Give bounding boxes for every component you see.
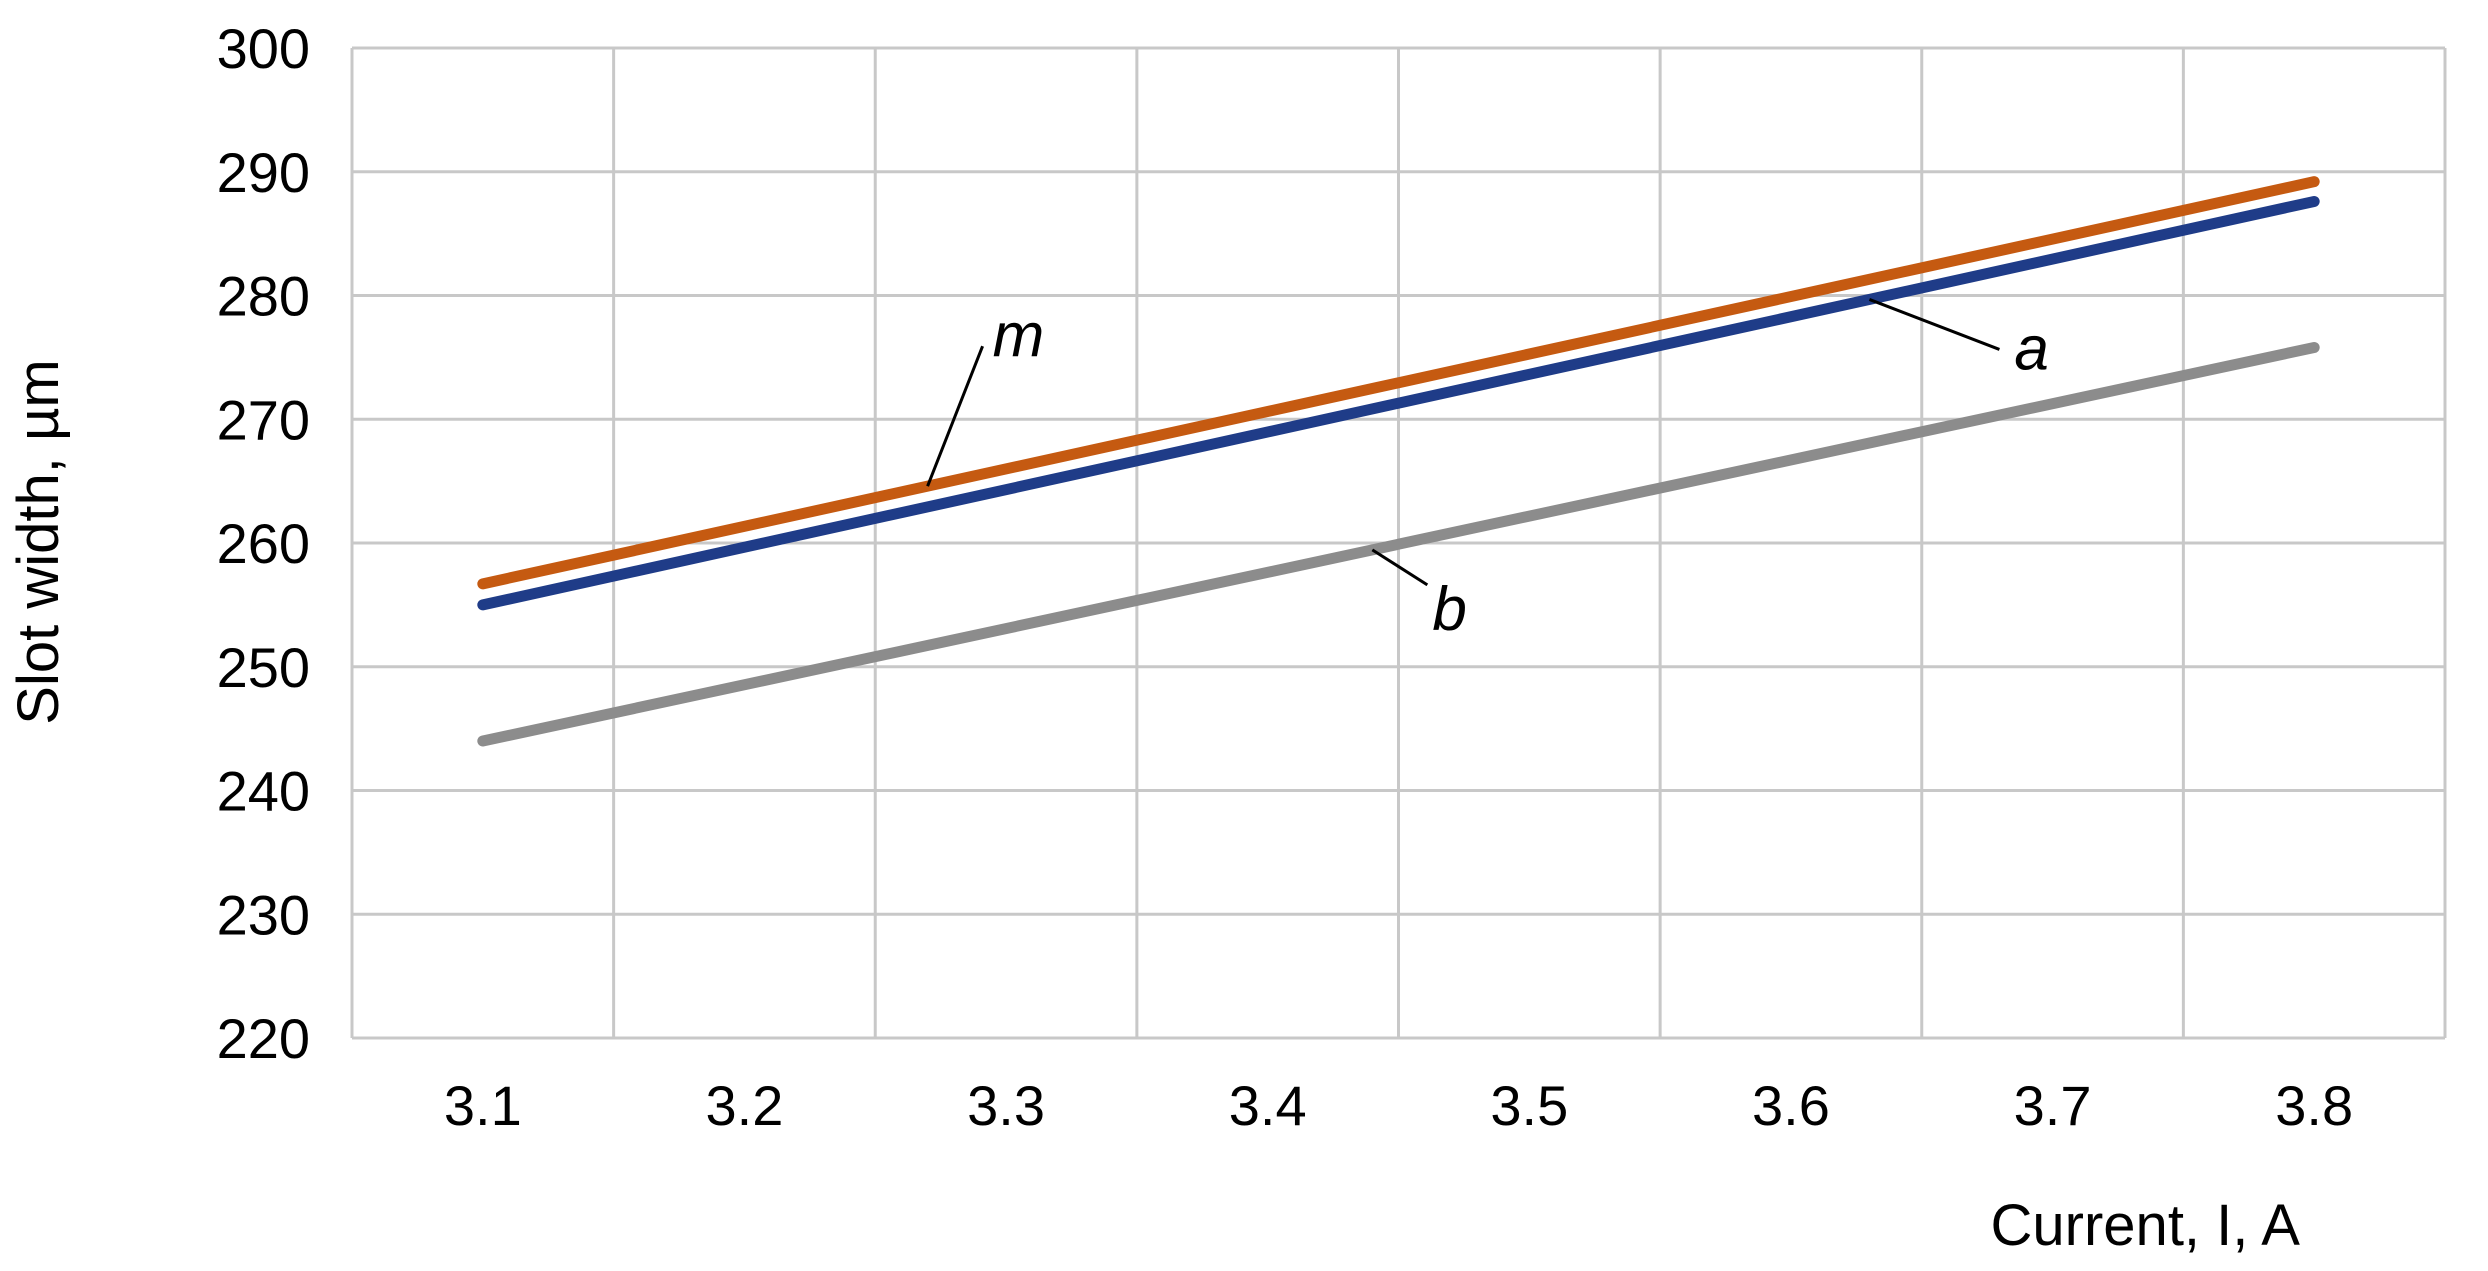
y-tick-label: 280 [217, 265, 310, 328]
x-tick-label: 3.8 [2275, 1074, 2353, 1137]
tick-labels: 220 230 240 250 260 270 280 290 300 3.1 3.2 3.3 3.4 3… [217, 17, 2354, 1137]
y-tick-label: 300 [217, 17, 310, 80]
x-tick-label: 3.2 [706, 1074, 784, 1137]
series-line-a [477, 195, 2320, 611]
x-tick-label: 3.5 [1490, 1074, 1568, 1137]
leader-line-m [926, 345, 984, 487]
leader-line-b [1371, 548, 1429, 587]
series-label-a: a [2014, 314, 2048, 383]
x-tick-label: 3.6 [1752, 1074, 1830, 1137]
x-tick-label: 3.3 [967, 1074, 1045, 1137]
y-tick-label: 290 [217, 141, 310, 204]
y-tick-label: 260 [217, 512, 310, 575]
x-tick-label: 3.7 [2014, 1074, 2092, 1137]
x-tick-label: 3.4 [1229, 1074, 1307, 1137]
y-tick-label: 270 [217, 388, 310, 451]
y-tick-label: 220 [217, 1007, 310, 1070]
series-label-m: m [993, 301, 1045, 370]
x-axis-title: Current, I, A [1991, 1193, 2301, 1258]
leader-line-a [1868, 298, 2000, 351]
series-label-b: b [1432, 575, 1466, 644]
x-tick-label: 3.1 [444, 1074, 522, 1137]
y-axis-title: Slot width, µm [6, 359, 71, 724]
y-tick-label: 240 [217, 760, 310, 823]
series-line-m [477, 176, 2320, 590]
series-line-b [477, 341, 2320, 747]
series-lines [477, 176, 2320, 747]
y-tick-label: 230 [217, 883, 310, 946]
series-annotations: m a b [926, 298, 2049, 644]
y-tick-label: 250 [217, 636, 310, 699]
